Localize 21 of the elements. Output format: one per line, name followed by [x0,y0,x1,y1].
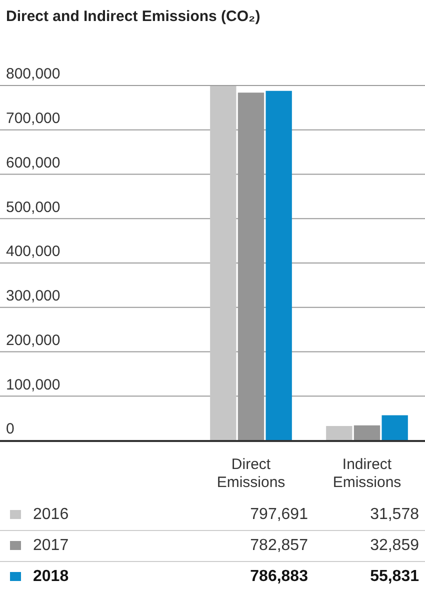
x-tick-label: Indirect Emissions [332,456,402,492]
y-tick-label: 300,000 [6,288,60,305]
y-tick-label: 600,000 [6,154,60,172]
data-label: 55,831 [314,562,425,591]
y-tick-label: 200,000 [6,332,60,349]
data-label: 786,883 [185,562,314,591]
y-tick-label: 0 [6,420,14,438]
y-tick-label: 800,000 [6,66,60,83]
data-label: 797,691 [185,500,314,530]
x-tick-label: Direct Emissions [216,456,286,492]
data-label: 31,578 [314,500,425,530]
y-tick-label: 700,000 [6,110,60,128]
chart-title: Direct and Indirect Emissions (CO₂) [5,7,262,27]
data-label: 32,859 [314,530,425,562]
legend-label: 2016 [0,500,185,530]
y-tick-label: 100,000 [6,376,60,394]
y-tick-label: 400,000 [6,243,60,260]
legend-label: 2018 [0,562,185,591]
data-label: 782,857 [185,530,314,562]
legend-label: 2017 [0,530,185,562]
y-tick-label: 500,000 [6,198,60,216]
